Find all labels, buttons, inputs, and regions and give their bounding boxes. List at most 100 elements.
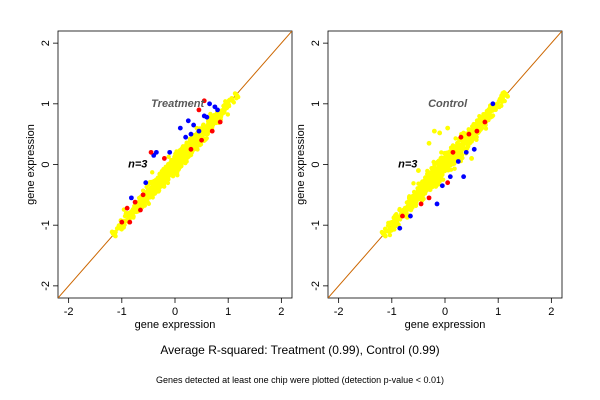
cloud-point xyxy=(172,159,178,164)
cloud-point xyxy=(424,182,430,187)
series-0 xyxy=(397,101,496,231)
data-point xyxy=(471,146,477,152)
cloud-point xyxy=(431,175,436,181)
detection-note: Genes detected at least one chip were pl… xyxy=(156,375,444,385)
data-point xyxy=(439,183,445,189)
cloud-point xyxy=(420,179,425,184)
cloud-point xyxy=(502,98,507,104)
data-point xyxy=(196,128,202,134)
cloud-point xyxy=(411,189,417,195)
cloud-point xyxy=(160,175,166,181)
series-1 xyxy=(119,98,223,225)
data-point xyxy=(450,149,456,155)
data-point xyxy=(437,130,443,136)
cloud-point xyxy=(454,150,459,155)
cloud-point xyxy=(397,206,402,212)
panel-title: Treatment xyxy=(151,98,205,110)
data-point xyxy=(215,107,220,113)
y-tick-label: -1 xyxy=(40,220,52,230)
cloud-point xyxy=(436,158,441,164)
data-point xyxy=(434,201,440,207)
cloud-point xyxy=(126,213,132,218)
cloud-point xyxy=(150,170,155,175)
cloud-point xyxy=(383,233,388,239)
cloud-point xyxy=(214,115,219,121)
cloud-point xyxy=(130,207,136,212)
cloud-point xyxy=(392,216,398,221)
cloud-point xyxy=(448,167,454,172)
data-point xyxy=(124,205,130,211)
cloud-point xyxy=(116,226,122,231)
cloud-point xyxy=(446,164,451,169)
cloud-point xyxy=(155,189,160,194)
panel-title: Control xyxy=(428,98,468,110)
cloud-point xyxy=(172,162,178,168)
data-point xyxy=(177,125,183,131)
cloud-point xyxy=(390,221,396,227)
y-tick-label: -1 xyxy=(310,220,322,230)
cloud-point xyxy=(466,135,472,140)
data-point xyxy=(201,98,207,104)
data-point xyxy=(148,149,154,155)
cloud-point xyxy=(413,198,418,203)
data-point xyxy=(469,156,474,161)
data-point xyxy=(431,128,437,134)
cloud-point xyxy=(190,137,195,143)
cloud-point xyxy=(150,187,156,192)
y-tick-label: 0 xyxy=(310,161,322,167)
cloud-point xyxy=(457,142,463,147)
data-point xyxy=(400,213,405,219)
cloud-point xyxy=(192,145,198,151)
data-point xyxy=(397,225,403,231)
cloud-point xyxy=(453,136,458,141)
x-tick-label: 2 xyxy=(548,306,554,318)
data-point xyxy=(138,207,143,213)
y-tick-label: 2 xyxy=(310,40,322,46)
treatment-panel: -2 -1 0 1 2 -2 -1 0 1 2 gene expression gene expres… xyxy=(25,30,293,331)
cloud-point xyxy=(110,230,116,236)
cloud-point xyxy=(234,92,239,98)
y-axis-label: gene expression xyxy=(25,124,37,205)
cloud-point xyxy=(474,137,479,143)
cloud-point xyxy=(142,203,148,208)
cloud-point xyxy=(139,198,145,203)
plot-area xyxy=(58,31,292,298)
cloud-point xyxy=(388,226,393,231)
cloud-point xyxy=(136,203,141,208)
cloud-point xyxy=(411,181,416,186)
cloud-point xyxy=(215,112,221,117)
cloud-point xyxy=(458,151,463,157)
data-point xyxy=(445,125,451,131)
cloud-point xyxy=(496,99,502,104)
x-tick-label: 0 xyxy=(172,306,178,318)
cloud-point xyxy=(475,121,480,127)
data-point xyxy=(445,180,451,186)
cloud-point xyxy=(420,191,425,196)
data-point xyxy=(474,128,480,134)
data-point xyxy=(127,219,133,225)
cloud-point xyxy=(430,183,436,188)
cloud-point xyxy=(427,175,433,181)
cloud-point xyxy=(462,140,467,145)
data-point xyxy=(188,131,194,137)
cloud-point xyxy=(175,151,181,157)
series-0 xyxy=(128,101,220,201)
cloud-point xyxy=(208,111,213,117)
data-point xyxy=(167,149,173,155)
cloud-point xyxy=(162,166,168,171)
data-point xyxy=(209,128,215,134)
y-tick-label: -2 xyxy=(310,281,322,291)
plot-area xyxy=(328,31,562,298)
data-point xyxy=(426,195,432,201)
cloud-point xyxy=(419,186,424,191)
cloud-point xyxy=(230,98,235,103)
cloud-point xyxy=(145,190,150,195)
cloud-point xyxy=(477,114,482,119)
y-axis-label: gene expression xyxy=(295,124,307,205)
x-axis-label: gene expression xyxy=(135,319,216,331)
data-point xyxy=(447,174,453,180)
x-tick-label: -1 xyxy=(117,306,127,318)
data-point xyxy=(143,180,149,186)
cloud-point xyxy=(165,170,171,176)
